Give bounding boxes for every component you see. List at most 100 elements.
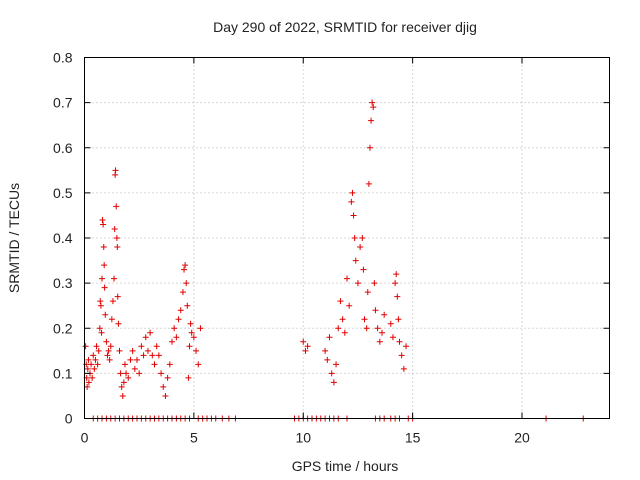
data-point [147, 329, 154, 336]
data-point [175, 316, 182, 323]
y-tick-label: 0.6 [53, 140, 73, 156]
data-point [106, 356, 113, 363]
data-point [88, 361, 95, 368]
marks-layer [82, 99, 587, 422]
data-point [193, 347, 200, 354]
data-point [389, 334, 396, 341]
x-tick-label: 5 [190, 430, 198, 446]
data-point [403, 343, 410, 350]
data-point [123, 370, 130, 377]
data-point [354, 280, 361, 287]
data-point [131, 365, 138, 372]
data-point [162, 392, 169, 399]
data-point [349, 189, 356, 196]
data-point [103, 338, 110, 345]
data-point [348, 198, 355, 205]
data-point [113, 203, 120, 210]
data-point [115, 320, 122, 327]
data-point [105, 347, 112, 354]
data-point [117, 370, 124, 377]
y-tick-label: 0 [65, 411, 73, 427]
data-point [95, 347, 102, 354]
data-point [187, 320, 194, 327]
data-point [90, 352, 97, 359]
data-point [368, 117, 375, 124]
data-point [114, 293, 121, 300]
data-point [171, 325, 178, 332]
data-point [140, 352, 147, 359]
y-tick-label: 0.2 [53, 320, 73, 336]
data-point [96, 325, 103, 332]
x-tick-label: 10 [295, 430, 311, 446]
data-point [304, 343, 311, 350]
data-point [173, 334, 180, 341]
grid-layer [84, 57, 610, 419]
data-point [346, 302, 353, 309]
data-point [379, 329, 385, 336]
data-point [101, 262, 108, 269]
y-tick-label: 0.4 [53, 230, 73, 246]
data-point [357, 244, 364, 251]
y-tick-label: 0.3 [53, 275, 73, 291]
data-point [160, 383, 167, 390]
x-tick-label: 20 [514, 430, 530, 446]
data-point [376, 338, 383, 345]
data-point [177, 307, 184, 314]
data-point [371, 280, 378, 287]
data-point [101, 284, 108, 291]
chart-title: Day 290 of 2022, SRMTID for receiver dji… [213, 19, 477, 35]
data-point [149, 352, 156, 359]
plot-frame [84, 57, 610, 419]
data-point [197, 325, 204, 332]
data-point [166, 361, 173, 368]
data-point [100, 244, 107, 251]
y-tick-label: 0.7 [53, 95, 73, 111]
y-axis-label: SRMTID / TECUs [6, 183, 22, 293]
x-tick-label: 15 [405, 430, 421, 446]
data-point [179, 289, 186, 296]
data-point [111, 275, 118, 282]
data-point [341, 329, 348, 336]
data-point [85, 356, 92, 363]
data-point [183, 280, 190, 287]
data-point [134, 356, 140, 363]
data-point [188, 329, 195, 336]
data-point [395, 316, 402, 323]
data-point [333, 361, 340, 368]
x-tick-label: 0 [81, 430, 89, 446]
data-point [361, 316, 368, 323]
data-point [142, 334, 149, 341]
x-axis-label: GPS time / hours [292, 458, 399, 474]
data-point [153, 343, 160, 350]
data-point [396, 338, 403, 345]
data-point [138, 343, 145, 350]
data-point [374, 325, 381, 332]
data-point [359, 235, 366, 241]
data-point [127, 356, 134, 363]
data-point [114, 244, 121, 251]
data-point [190, 334, 197, 341]
data-point [328, 370, 335, 377]
data-point [111, 225, 118, 232]
data-point [155, 352, 162, 359]
data-point [184, 302, 191, 309]
data-point [393, 271, 400, 278]
data-point [151, 361, 158, 368]
data-point [104, 352, 111, 359]
data-point [118, 383, 125, 390]
data-point [97, 302, 104, 309]
data-point [102, 311, 109, 318]
data-point [365, 180, 372, 187]
data-point [100, 221, 107, 228]
data-point [381, 311, 388, 318]
ticks-layer: 0 0.1 0.2 0.3 0.4 0.5 0.6 0.7 0.8 0 5 10 15 20 [53, 50, 610, 446]
data-point [364, 289, 371, 296]
data-point [324, 356, 331, 363]
data-point [337, 298, 344, 305]
data-point [99, 216, 106, 223]
data-point [400, 365, 407, 372]
data-point [91, 365, 98, 372]
data-point [116, 347, 123, 354]
data-point [182, 262, 189, 269]
data-point [113, 235, 120, 241]
